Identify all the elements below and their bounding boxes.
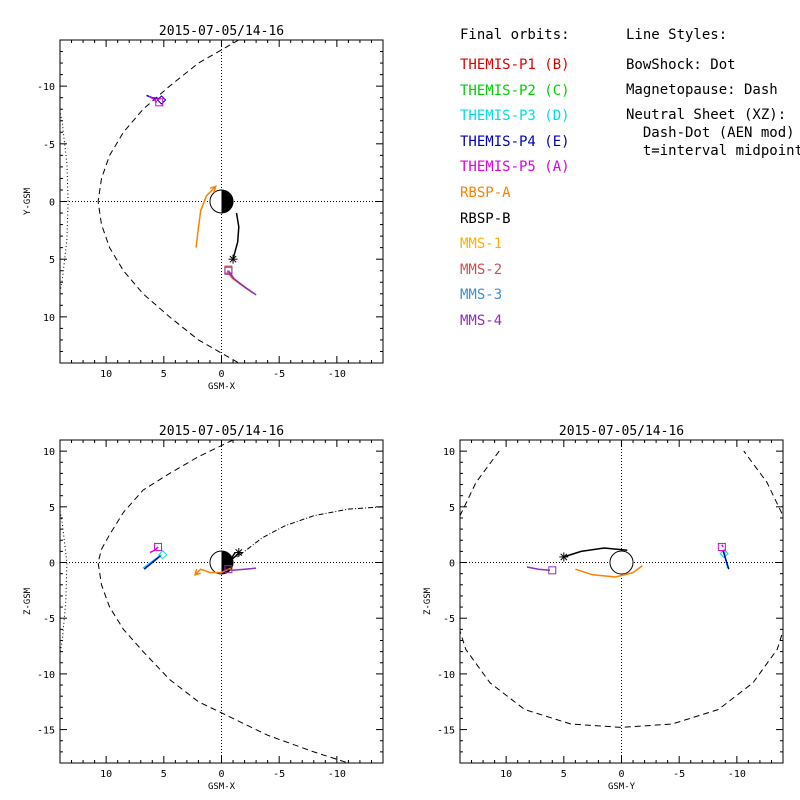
x-tick-label: -5	[273, 769, 285, 780]
x-tick-label: -5	[273, 369, 285, 380]
panel-title: 2015-07-05/14-16	[559, 424, 684, 439]
y-tick-label: -15	[437, 726, 455, 737]
x-tick-label: 5	[161, 769, 167, 780]
orbit-end-asterisk	[229, 255, 237, 263]
orbit-end-square	[548, 566, 557, 575]
y-tick-label: -10	[437, 670, 455, 681]
y-tick-label: 0	[49, 559, 55, 570]
orbit-track	[232, 212, 240, 260]
orbit-track	[195, 185, 217, 248]
orbit-track	[722, 550, 730, 570]
panel-title: 2015-07-05/14-16	[159, 24, 284, 39]
x-tick-label: -10	[728, 769, 746, 780]
neutral-sheet-line	[235, 506, 383, 559]
orbit-track	[227, 567, 257, 572]
xz-orbit-panel: 2015-07-05/14-16 GSM-X Z-GSM 10 5 0 -5 -10 -15 -1…	[23, 424, 384, 792]
orbit-direction-arrow	[209, 185, 217, 193]
orbit-track	[721, 544, 724, 548]
plot-frame	[59, 39, 384, 364]
orbit-track	[143, 555, 161, 570]
y-tick-label: -5	[443, 614, 455, 625]
plot-area	[60, 440, 383, 763]
earth-circle	[609, 550, 634, 575]
y-tick-label: 10	[43, 313, 55, 324]
x-tick-label: 0	[618, 769, 624, 780]
orbit-end-asterisk	[560, 553, 568, 561]
x-tick-label: 10	[100, 769, 112, 780]
orbit-end-square	[154, 542, 163, 551]
y-tick-label: 10	[443, 447, 455, 458]
y-tick-label: 5	[449, 503, 455, 514]
magnetopause-line	[97, 440, 349, 763]
panel-title: 2015-07-05/14-16	[159, 424, 284, 439]
x-axis-label: GSM-X	[208, 782, 236, 792]
y-axis-label: Z-GSM	[423, 587, 433, 615]
y-tick-label: -5	[43, 614, 55, 625]
y-tick-label: 0	[449, 559, 455, 570]
x-tick-label: 10	[500, 769, 512, 780]
x-tick-label: -5	[673, 769, 685, 780]
plot-area	[460, 440, 783, 763]
orbit-end-square	[155, 98, 164, 107]
orbit-end-square	[224, 266, 233, 275]
x-tick-label: 5	[161, 369, 167, 380]
plot-area	[60, 40, 383, 363]
orbit-end-asterisk	[235, 548, 243, 556]
plot-frame	[459, 439, 784, 764]
orbit-end-diamond	[157, 550, 168, 560]
y-tick-label: -5	[43, 140, 55, 151]
xy-orbit-panel: 2015-07-05/14-16 GSM-X Y-GSM 10 5 0 -5 -10 -10 -5…	[23, 24, 384, 392]
y-tick-label: 0	[49, 198, 55, 209]
y-axis-label: Y-GSM	[23, 187, 33, 215]
y-tick-label: 10	[43, 447, 55, 458]
orbit-end-square	[717, 542, 726, 551]
x-tick-label: 10	[100, 369, 112, 380]
orbit-direction-arrow	[193, 568, 201, 576]
y-tick-label: -10	[37, 82, 55, 93]
plot-frame	[59, 439, 384, 764]
orbit-end-diamond	[719, 548, 729, 559]
x-tick-label: -10	[328, 769, 346, 780]
x-tick-label: 5	[561, 769, 567, 780]
orbit-track	[230, 552, 240, 561]
x-tick-label: 0	[218, 369, 224, 380]
y-tick-label: -10	[37, 670, 55, 681]
magnetopause-line	[97, 40, 240, 363]
orbit-track	[526, 566, 551, 572]
yz-orbit-panel: 2015-07-05/14-16 GSM-Y Z-GSM 10 5 0 -5 -10 -15 -1…	[423, 424, 784, 792]
x-axis-label: GSM-Y	[608, 782, 636, 792]
y-tick-label: 5	[49, 503, 55, 514]
orbit-end-square	[224, 565, 233, 574]
orbit-track	[227, 270, 257, 296]
y-axis-label: Z-GSM	[23, 587, 33, 615]
orbit-track	[575, 565, 643, 578]
x-tick-label: 0	[218, 769, 224, 780]
y-tick-label: 5	[49, 255, 55, 266]
earth-night-side	[221, 189, 234, 214]
x-tick-label: -10	[328, 369, 346, 380]
orbit-track	[563, 547, 628, 558]
y-tick-label: -15	[37, 726, 55, 737]
x-axis-label: GSM-X	[208, 382, 236, 392]
